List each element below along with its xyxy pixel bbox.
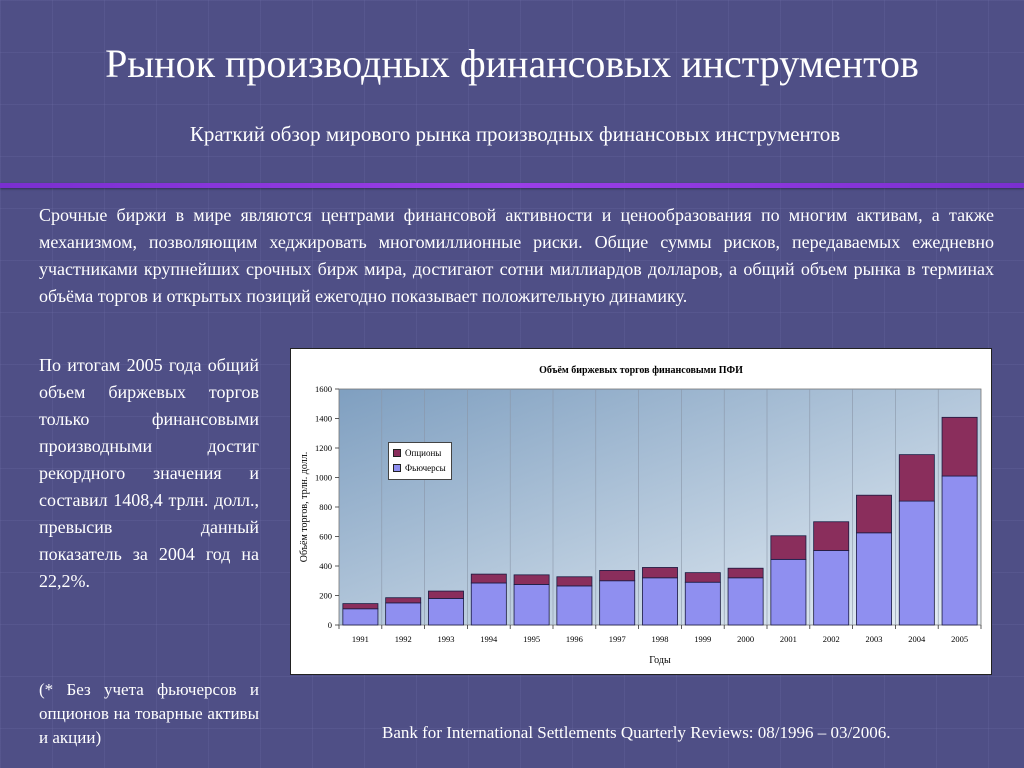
bar-futures-1999 xyxy=(684,581,721,626)
x-tick-label: 1992 xyxy=(395,634,412,644)
bar-futures-1998 xyxy=(642,577,678,626)
slide-title: Рынок производных финансовых инструменто… xyxy=(105,41,919,86)
y-tick-label: 800 xyxy=(319,502,332,512)
bar-futures-1991 xyxy=(342,608,379,626)
bar-options-1997 xyxy=(599,570,636,582)
bar-options-1992 xyxy=(385,597,422,604)
chart-container: Объём биржевых торгов финансовыми ПФИ Об… xyxy=(290,348,992,675)
y-tick-label: 1200 xyxy=(315,443,332,453)
bar-options-2003 xyxy=(856,494,892,534)
slide-subtitle: Краткий обзор мирового рынка производных… xyxy=(189,122,841,146)
bar-futures-2001 xyxy=(770,558,807,626)
bar-futures-2004 xyxy=(898,500,935,626)
bar-futures-2000 xyxy=(727,577,764,626)
bar-futures-2002 xyxy=(813,550,850,626)
bar-options-1995 xyxy=(513,574,550,585)
bar-options-1996 xyxy=(556,576,593,587)
x-tick-label: 1998 xyxy=(652,634,669,644)
x-tick-label: 2001 xyxy=(780,634,797,644)
chart-title: Объём биржевых торгов финансовыми ПФИ xyxy=(539,365,743,376)
x-tick-label: 1997 xyxy=(609,634,626,644)
x-tick-label: 1993 xyxy=(438,634,455,644)
bar-chart: Объём биржевых торгов финансовыми ПФИ Об… xyxy=(299,365,982,666)
bar-options-2001 xyxy=(770,535,807,560)
legend-item-options: Опционы xyxy=(393,447,441,459)
source-citation: Bank for International Settlements Quart… xyxy=(382,723,891,742)
bar-options-2004 xyxy=(898,454,935,502)
bar-futures-1997 xyxy=(599,580,636,626)
bar-futures-2003 xyxy=(856,532,892,626)
x-tick-label: 2002 xyxy=(823,634,840,644)
x-tick-label: 2003 xyxy=(866,634,883,644)
bar-futures-1996 xyxy=(556,585,593,626)
y-tick-label: 600 xyxy=(319,532,332,542)
y-tick-label: 1000 xyxy=(315,473,332,483)
bar-options-2000 xyxy=(727,567,764,579)
bar-futures-1995 xyxy=(513,584,550,626)
footnote: (* Без учета фьючерсов и опционов на тов… xyxy=(39,680,259,747)
legend-swatch-options xyxy=(393,448,401,457)
legend-item-futures: Фьючерсы xyxy=(393,462,446,474)
bar-options-1991 xyxy=(342,603,379,610)
x-tick-label: 2005 xyxy=(951,634,968,644)
legend-swatch-futures xyxy=(393,463,401,472)
bar-options-2002 xyxy=(813,521,850,551)
y-tick-label: 0 xyxy=(328,620,332,630)
x-tick-label: 1991 xyxy=(352,634,369,644)
bar-futures-2005 xyxy=(941,475,978,626)
bar-options-1999 xyxy=(684,572,721,583)
bar-options-2005 xyxy=(941,416,978,477)
y-tick-label: 200 xyxy=(319,591,332,601)
legend-label-options: Опционы xyxy=(405,448,442,458)
bar-options-1998 xyxy=(642,567,678,579)
x-tick-label: 2004 xyxy=(908,634,926,644)
title-divider xyxy=(0,183,1024,188)
intro-paragraph: Срочные биржи в мире являются центрами ф… xyxy=(39,205,994,306)
chart-y-axis-label: Объём торгов, трлн. долл. xyxy=(299,452,310,562)
legend-label-futures: Фьючерсы xyxy=(405,463,446,473)
bar-futures-1993 xyxy=(428,598,464,626)
y-tick-label: 1600 xyxy=(315,384,332,394)
y-tick-label: 1400 xyxy=(315,414,332,424)
bar-options-1994 xyxy=(470,573,507,584)
x-tick-label: 1996 xyxy=(566,634,583,644)
y-tick-label: 400 xyxy=(319,561,332,571)
x-tick-label: 1995 xyxy=(523,634,540,644)
bar-options-1993 xyxy=(428,590,464,599)
bar-futures-1994 xyxy=(470,582,507,626)
x-tick-label: 2000 xyxy=(737,634,754,644)
chart-legend: Опционы Фьючерсы xyxy=(388,442,452,480)
x-tick-label: 1994 xyxy=(480,634,498,644)
chart-x-axis-label: Годы xyxy=(649,655,671,666)
bar-futures-1992 xyxy=(385,602,422,626)
x-tick-label: 1999 xyxy=(694,634,711,644)
summary-paragraph: По итогам 2005 года общий объем биржевых… xyxy=(39,355,259,591)
